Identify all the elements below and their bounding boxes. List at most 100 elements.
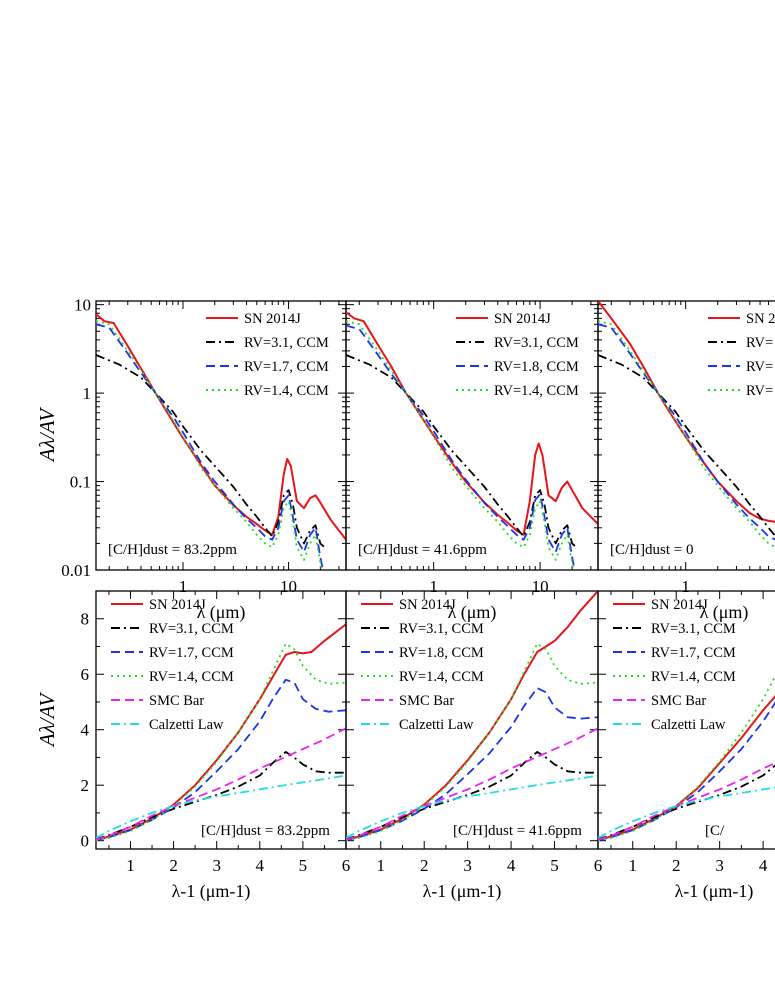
series-line-3 <box>346 642 598 842</box>
legend-label: RV=1.4, CCM <box>149 669 234 685</box>
x-tick-label: 6 <box>594 856 603 875</box>
x-tick-label: 2 <box>420 856 429 875</box>
series-line-2 <box>346 324 576 570</box>
series-line-2 <box>96 323 324 570</box>
legend-label: RV=3.1, CCM <box>399 621 484 637</box>
x-tick-label: 1 <box>681 577 690 596</box>
legend: SN 2014J RV=3.1, CCM RV=1.8, CCM RV=1.4, CC… <box>361 597 484 733</box>
y-axis-label: Aλ/AV <box>35 407 59 464</box>
series-line-1 <box>346 354 578 549</box>
legend-label: RV=3.1, CCM <box>149 621 234 637</box>
series-line-1 <box>598 764 775 841</box>
x-tick-label: 5 <box>550 856 559 875</box>
x-tick-label: 3 <box>715 856 724 875</box>
x-axis-label: λ (μm) <box>700 602 749 623</box>
x-axis-label: λ-1 (μm-1) <box>423 881 502 902</box>
x-tick-label: 1 <box>629 856 638 875</box>
series-line-2 <box>598 701 775 841</box>
legend-label: RV=3.1, CCM <box>244 335 329 351</box>
y-tick-label: 0.1 <box>70 473 91 492</box>
x-tick-label: 2 <box>169 856 178 875</box>
y-tick-label: 0.01 <box>61 561 91 580</box>
legend-label: RV=1.4, CCM <box>494 383 579 399</box>
legend-label: SN 2014J <box>244 311 301 327</box>
series-line-0 <box>598 695 775 842</box>
x-axis-label: λ-1 (μm-1) <box>675 881 754 902</box>
panel-annotation: [C/H]dust = 41.6ppm <box>453 823 582 839</box>
legend-label: RV=1.7, CCM <box>149 645 234 661</box>
y-tick-label: 2 <box>81 776 90 795</box>
legend-label: RV=3.1, CCM <box>494 335 579 351</box>
y-axis-label: Aλ/AV <box>35 692 59 749</box>
x-tick-label: 3 <box>212 856 221 875</box>
ticks <box>598 301 769 571</box>
legend-label: RV=1.4, CCM <box>399 669 484 685</box>
legend-label: SN 2014J <box>399 597 456 613</box>
ticks <box>96 301 346 571</box>
x-tick-label: 5 <box>299 856 308 875</box>
panel-bottom-3: 1 2 3 4 λ-1 (μm-1) SN 2014J RV=3.1, CCM RV=1.7,… <box>597 590 775 902</box>
x-axis-label: λ (μm) <box>197 602 246 623</box>
x-axis-label: λ (μm) <box>448 602 497 623</box>
series-line-2 <box>346 687 598 841</box>
series-line-1 <box>96 354 326 549</box>
series-line-4 <box>96 727 346 841</box>
panel-annotation: [C/H]dust = 0 <box>610 542 693 558</box>
x-tick-label: 2 <box>672 856 681 875</box>
legend-label: Calzetti Law <box>399 717 474 733</box>
legend: SN 2014J RV=3.1, CCM RV=1.7, CCM RV=1.4, CC… <box>206 311 329 399</box>
x-tick-label: 4 <box>256 856 265 875</box>
panel-top-1: 0.01 0.1 1 10 1 10 λ (μm) SN 2014J RV=3.1, CCM RV… <box>61 296 347 623</box>
legend: SN 2014J RV=3.1, CCM RV=1.7, CCM RV=1.4, CC… <box>613 597 736 733</box>
panel-bottom-1: 0 2 4 6 8 1 2 3 4 5 6 λ-1 (μm-1) SN 2014J RV=3.1, CCM… <box>81 590 351 902</box>
ticks <box>346 301 598 571</box>
series-line-5 <box>598 786 775 839</box>
legend-label: RV= <box>746 359 773 375</box>
y-tick-label: 6 <box>81 665 90 684</box>
y-tick-label: 8 <box>81 610 90 629</box>
legend-label: SN 2014J <box>494 311 551 327</box>
y-tick-label: 1 <box>83 384 92 403</box>
series-line-2 <box>96 678 346 841</box>
legend-label: Calzetti Law <box>149 717 224 733</box>
panel-annotation: [C/ <box>705 823 725 839</box>
x-tick-label: 10 <box>280 577 297 596</box>
legend-label: RV=1.8, CCM <box>399 645 484 661</box>
legend-label: SMC Bar <box>651 693 706 709</box>
legend-label: Calzetti Law <box>651 717 726 733</box>
panel-bottom-2: 1 2 3 4 5 6 λ-1 (μm-1) SN 2014J RV=3.1, CCM RV=1.… <box>345 590 603 902</box>
x-axis-label: λ-1 (μm-1) <box>172 881 251 902</box>
series-line-1 <box>598 354 775 537</box>
series-group <box>346 311 598 570</box>
series-line-4 <box>346 727 598 841</box>
x-tick-label: 4 <box>507 856 516 875</box>
x-tick-label: 1 <box>179 577 188 596</box>
x-tick-label: 10 <box>532 577 549 596</box>
panel-annotation: [C/H]dust = 83.2ppm <box>108 542 237 558</box>
legend-label: RV= <box>746 335 773 351</box>
x-tick-label: 6 <box>342 856 351 875</box>
series-line-0 <box>96 313 346 541</box>
panel-annotation: [C/H]dust = 83.2ppm <box>201 823 330 839</box>
panel-annotation: [C/H]dust = 41.6ppm <box>358 542 487 558</box>
x-tick-label: 3 <box>463 856 472 875</box>
legend-label: RV=1.7, CCM <box>651 645 736 661</box>
series-line-0 <box>346 311 598 536</box>
series-line-2 <box>598 323 775 541</box>
plot-frame <box>597 300 775 571</box>
legend-label: RV=1.4, CCM <box>244 383 329 399</box>
legend-label: SN 2014J <box>651 597 708 613</box>
series-line-5 <box>346 774 598 839</box>
series-line-0 <box>598 301 775 523</box>
series-group <box>96 623 346 842</box>
legend-label: SN 2014J <box>746 311 775 327</box>
legend-label: RV=1.8, CCM <box>494 359 579 375</box>
x-tick-label: 1 <box>429 577 438 596</box>
legend-label: RV=3.1, CCM <box>651 621 736 637</box>
legend: SN 2014J RV= RV= RV= <box>708 311 775 399</box>
y-tick-label: 10 <box>74 296 91 315</box>
y-tick-label: 0 <box>81 832 90 851</box>
